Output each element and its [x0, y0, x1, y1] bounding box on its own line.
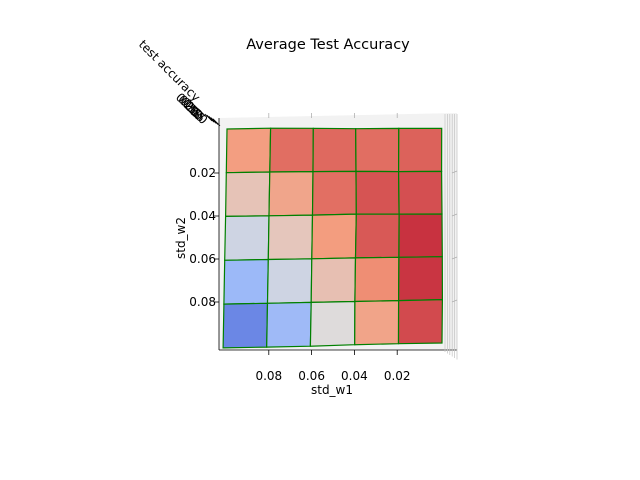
surface-patch [310, 257, 357, 304]
y-tick-label: 0.02 [189, 166, 216, 180]
surface-patch [397, 127, 443, 173]
z-tick-mark [210, 117, 219, 125]
surface-plot [222, 127, 444, 349]
surface-patch [266, 258, 313, 304]
x-axis-ticks: 0.08 0.06 0.04 0.02 [255, 350, 411, 383]
surface-patch [224, 215, 270, 261]
y-axis-label: std_w2 [174, 217, 188, 259]
surface-patch [266, 301, 312, 348]
surface-patch [397, 298, 444, 345]
x-tick-label: 0.04 [341, 369, 368, 383]
surface-patch [311, 213, 357, 260]
surface-patch [312, 127, 357, 173]
surface-patch [268, 170, 314, 217]
z-tick-mark [212, 118, 221, 127]
z-pane-edge-lines [444, 114, 458, 360]
surface-patch [222, 302, 269, 349]
x-tick-label: 0.08 [255, 369, 282, 383]
surface-patch [225, 127, 272, 174]
surface-patch [397, 256, 444, 302]
x-tick-label: 0.06 [298, 369, 325, 383]
surface-patch [397, 170, 443, 215]
y-tick-label: 0.06 [189, 252, 216, 266]
surface-patch [311, 170, 357, 216]
surface-patch [354, 256, 400, 303]
surface-patch [224, 171, 271, 218]
grid-lines [268, 113, 458, 303]
grid-line [451, 213, 458, 217]
x-tick-label: 0.02 [384, 369, 411, 383]
z-tick-mark [208, 116, 217, 124]
surface-patch [355, 127, 400, 173]
y-tick-label: 0.04 [189, 209, 216, 223]
x-axis-label: std_w1 [311, 383, 353, 397]
grid-line [451, 256, 458, 260]
surface-patch [223, 258, 269, 305]
surface-patch [398, 213, 443, 258]
y-tick-label: 0.08 [189, 295, 216, 309]
surface-patch [354, 213, 400, 259]
z-tick-mark [206, 114, 215, 123]
surface-patch [309, 300, 356, 347]
chart-title: Average Test Accuracy [246, 37, 410, 53]
grid-line [451, 299, 458, 303]
y-axis-ticks: 0.02 0.04 0.06 0.08 [189, 166, 219, 309]
grid-line [451, 170, 458, 174]
z-tick-mark [204, 113, 213, 122]
surface-patch [269, 127, 314, 173]
surface-patch [355, 170, 400, 215]
surface-patch [354, 299, 400, 346]
surface-patch [267, 214, 314, 261]
